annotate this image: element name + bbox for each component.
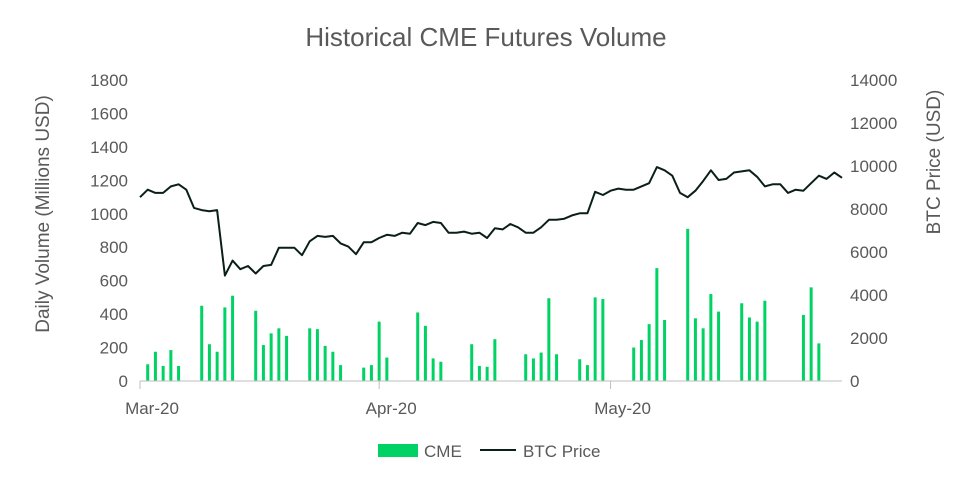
cme-bar bbox=[585, 365, 589, 381]
cme-bar bbox=[153, 351, 157, 381]
legend-label-cme: CME bbox=[424, 442, 462, 461]
cme-bar bbox=[578, 359, 582, 381]
cme-bar bbox=[663, 319, 667, 381]
cme-bar bbox=[809, 287, 813, 381]
x-tick-label: Apr-20 bbox=[366, 399, 417, 418]
cme-bar bbox=[161, 365, 165, 381]
cme-bar bbox=[601, 299, 605, 381]
cme-bar bbox=[431, 358, 435, 381]
cme-bar bbox=[531, 358, 535, 381]
cme-bar bbox=[547, 298, 551, 381]
y-left-tick-label: 1600 bbox=[90, 104, 128, 123]
cme-bar bbox=[485, 366, 489, 381]
x-tick-label: May-20 bbox=[594, 399, 651, 418]
cme-bar bbox=[686, 228, 690, 381]
cme-bar bbox=[539, 352, 543, 381]
cme-bar bbox=[339, 365, 343, 381]
cme-bar bbox=[747, 317, 751, 381]
cme-bar bbox=[524, 354, 528, 381]
y-left-tick-label: 0 bbox=[119, 372, 128, 391]
cme-bar bbox=[693, 318, 697, 381]
btc-line-layer bbox=[139, 166, 843, 277]
cme-bar bbox=[717, 311, 721, 381]
cme-bar bbox=[709, 294, 713, 381]
cme-bar bbox=[200, 305, 204, 381]
y-left-tick-label: 1200 bbox=[90, 171, 128, 190]
cme-bar bbox=[632, 347, 636, 381]
cme-bar bbox=[801, 314, 805, 381]
cme-bar bbox=[740, 303, 744, 381]
cme-bar bbox=[254, 310, 258, 381]
x-tick-label: Mar-20 bbox=[125, 399, 179, 418]
x-axis: Mar-20 Apr-20 May-20 bbox=[125, 381, 651, 418]
y-axis-right-title: BTC Price (USD) bbox=[924, 90, 945, 235]
cme-bar bbox=[285, 335, 289, 381]
cme-bar bbox=[655, 268, 659, 381]
cme-bar bbox=[308, 328, 312, 381]
y-left-tick-label: 400 bbox=[100, 305, 128, 324]
btc-price-line bbox=[139, 166, 843, 277]
cme-bar bbox=[261, 345, 265, 381]
cme-bar bbox=[470, 344, 474, 381]
y-left-tick-label: 1800 bbox=[90, 71, 128, 90]
y-axis-left-title: Daily Volume (Millions USD) bbox=[33, 95, 54, 333]
cme-bar bbox=[231, 295, 235, 381]
cme-bars bbox=[146, 228, 821, 381]
cme-bar bbox=[555, 354, 559, 381]
cme-bar bbox=[223, 307, 227, 381]
cme-bar bbox=[593, 297, 597, 381]
cme-bar bbox=[439, 361, 443, 381]
cme-bar bbox=[377, 321, 381, 381]
cme-bar bbox=[755, 321, 759, 381]
cme-bar bbox=[477, 365, 481, 381]
legend-label-btc: BTC Price bbox=[523, 442, 600, 461]
cme-bar bbox=[423, 325, 427, 381]
y-right-tick-label: 0 bbox=[850, 372, 859, 391]
cme-bar bbox=[639, 340, 643, 381]
y-right-tick-label: 6000 bbox=[850, 243, 888, 262]
cme-bar bbox=[362, 367, 366, 381]
cme-bar bbox=[331, 351, 335, 381]
cme-bar bbox=[369, 365, 373, 381]
cme-bar bbox=[207, 344, 211, 381]
chart-title: Historical CME Futures Volume bbox=[305, 22, 666, 52]
y-right-tick-label: 10000 bbox=[850, 157, 897, 176]
cme-bar bbox=[416, 312, 420, 381]
y-axis-left: 0 200 400 600 800 1000 1200 1400 1600 1800 bbox=[90, 71, 128, 391]
cme-bar bbox=[817, 343, 821, 381]
y-left-tick-label: 1000 bbox=[90, 205, 128, 224]
y-left-tick-label: 800 bbox=[100, 238, 128, 257]
cme-bar bbox=[215, 351, 219, 381]
y-left-tick-label: 600 bbox=[100, 272, 128, 291]
cme-bar bbox=[269, 333, 273, 381]
cme-bar bbox=[177, 365, 181, 381]
y-axis-right: 0 2000 4000 6000 8000 10000 12000 14000 bbox=[850, 71, 897, 391]
y-right-tick-label: 14000 bbox=[850, 71, 897, 90]
cme-bar bbox=[323, 345, 327, 381]
cme-bar bbox=[763, 300, 767, 381]
y-left-tick-label: 200 bbox=[100, 339, 128, 358]
cme-bar bbox=[385, 357, 389, 381]
cme-bar bbox=[315, 329, 319, 381]
y-right-tick-label: 12000 bbox=[850, 114, 897, 133]
cme-bar bbox=[146, 364, 150, 381]
y-right-tick-label: 8000 bbox=[850, 200, 888, 219]
cme-bar bbox=[647, 324, 651, 381]
y-right-tick-label: 2000 bbox=[850, 329, 888, 348]
legend-swatch-cme bbox=[378, 444, 418, 457]
cme-bar bbox=[169, 350, 173, 381]
cme-bar bbox=[493, 339, 497, 381]
legend: CME BTC Price bbox=[378, 442, 600, 461]
y-right-tick-label: 4000 bbox=[850, 286, 888, 305]
cme-bar bbox=[701, 328, 705, 381]
cme-bar bbox=[277, 328, 281, 381]
y-left-tick-label: 1400 bbox=[90, 138, 128, 157]
